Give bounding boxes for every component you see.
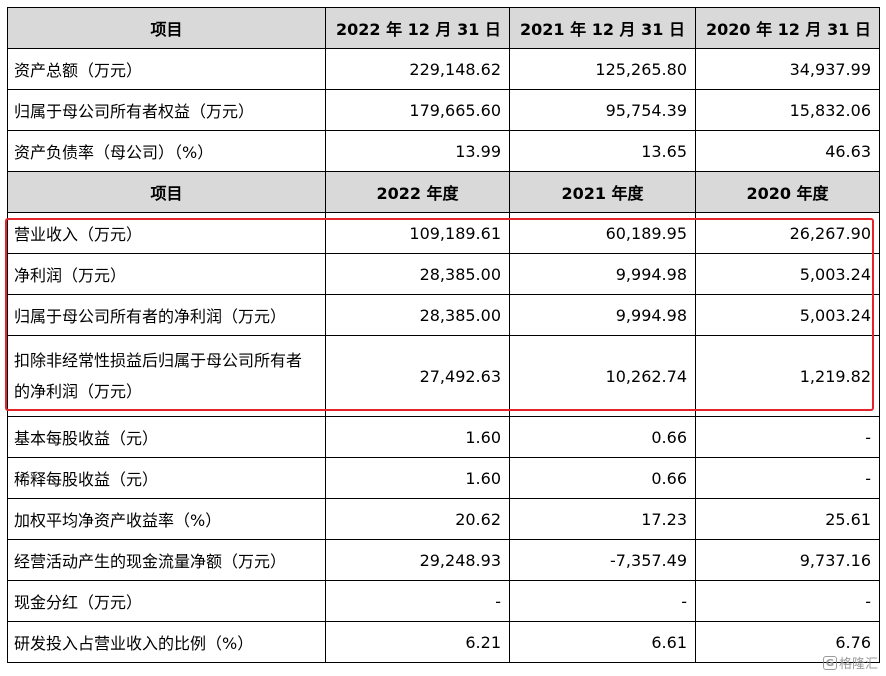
row-label: 归属于母公司所有者权益（万元）: [7, 89, 326, 131]
cell-value: 34,937.99: [695, 48, 880, 90]
row-label: 资产总额（万元）: [7, 48, 326, 90]
cell-value: 0.66: [509, 457, 696, 499]
cell-value: 0.66: [509, 416, 696, 458]
cell-value: 27,492.63: [325, 335, 510, 417]
table-row: 归属于母公司所有者权益（万元） 179,665.60 95,754.39 15,…: [7, 89, 880, 131]
row-label: 营业收入（万元）: [7, 212, 326, 254]
header-col-2021: 2021 年度: [509, 171, 696, 213]
watermark: G 格隆汇: [822, 653, 878, 672]
cell-value: -: [509, 580, 696, 622]
cell-value: 13.99: [325, 130, 510, 172]
table-row: 经营活动产生的现金流量净额（万元） 29,248.93 -7,357.49 9,…: [7, 539, 880, 581]
table-row: 净利润（万元） 28,385.00 9,994.98 5,003.24: [7, 253, 880, 295]
cell-value: -: [325, 580, 510, 622]
table-row: 资产负债率（母公司）（%） 13.99 13.65 46.63: [7, 130, 880, 172]
cell-value: -7,357.49: [509, 539, 696, 581]
table-row: 基本每股收益（元） 1.60 0.66 -: [7, 416, 880, 458]
header-col-2020: 2020 年 12 月 31 日: [695, 7, 880, 49]
cell-value: 1.60: [325, 416, 510, 458]
cell-value: 95,754.39: [509, 89, 696, 131]
header-item: 项目: [7, 171, 326, 213]
row-label: 资产负债率（母公司）（%）: [7, 130, 326, 172]
cell-value: 29,248.93: [325, 539, 510, 581]
header-col-2022: 2022 年 12 月 31 日: [325, 7, 510, 49]
table-row: 营业收入（万元） 109,189.61 60,189.95 26,267.90: [7, 212, 880, 254]
header-item: 项目: [7, 7, 326, 49]
cell-value: 179,665.60: [325, 89, 510, 131]
cell-value: 46.63: [695, 130, 880, 172]
cell-value: 28,385.00: [325, 294, 510, 336]
cell-value: -: [695, 416, 880, 458]
cell-value: 1,219.82: [695, 335, 880, 417]
row-label: 经营活动产生的现金流量净额（万元）: [7, 539, 326, 581]
watermark-logo-icon: G: [822, 655, 837, 670]
cell-value: 1.60: [325, 457, 510, 499]
table-row: 稀释每股收益（元） 1.60 0.66 -: [7, 457, 880, 499]
cell-value: 15,832.06: [695, 89, 880, 131]
table-row: 归属于母公司所有者的净利润（万元） 28,385.00 9,994.98 5,0…: [7, 294, 880, 336]
header-col-2020: 2020 年度: [695, 171, 880, 213]
cell-value: 20.62: [325, 498, 510, 540]
cell-value: 6.21: [325, 621, 510, 663]
header-col-2022: 2022 年度: [325, 171, 510, 213]
cell-value: 125,265.80: [509, 48, 696, 90]
cell-value: 13.65: [509, 130, 696, 172]
row-label: 归属于母公司所有者的净利润（万元）: [7, 294, 326, 336]
table-row: 加权平均净资产收益率（%） 20.62 17.23 25.61: [7, 498, 880, 540]
cell-value: 5,003.24: [695, 253, 880, 295]
header-col-2021: 2021 年 12 月 31 日: [509, 7, 696, 49]
cell-value: 26,267.90: [695, 212, 880, 254]
cell-value: 10,262.74: [509, 335, 696, 417]
cell-value: 28,385.00: [325, 253, 510, 295]
row-label: 研发投入占营业收入的比例（%）: [7, 621, 326, 663]
row-label: 现金分红（万元）: [7, 580, 326, 622]
watermark-text: 格隆汇: [838, 657, 878, 672]
cell-value: 109,189.61: [325, 212, 510, 254]
row-label: 加权平均净资产收益率（%）: [7, 498, 326, 540]
cell-value: 9,737.16: [695, 539, 880, 581]
cell-value: 9,994.98: [509, 253, 696, 295]
row-label: 扣除非经常性损益后归属于母公司所有者的净利润（万元）: [7, 335, 326, 417]
table-row: 研发投入占营业收入的比例（%） 6.21 6.61 6.76: [7, 621, 880, 663]
cell-value: -: [695, 580, 880, 622]
table-row: 扣除非经常性损益后归属于母公司所有者的净利润（万元） 27,492.63 10,…: [7, 335, 880, 417]
cell-value: 5,003.24: [695, 294, 880, 336]
cell-value: 6.61: [509, 621, 696, 663]
row-label: 净利润（万元）: [7, 253, 326, 295]
cell-value: 6.76: [695, 621, 880, 663]
cell-value: 229,148.62: [325, 48, 510, 90]
financial-data-table: 项目 2022 年 12 月 31 日 2021 年 12 月 31 日 202…: [7, 7, 880, 663]
row-label: 稀释每股收益（元）: [7, 457, 326, 499]
row-label: 基本每股收益（元）: [7, 416, 326, 458]
header-row-annual: 项目 2022 年度 2021 年度 2020 年度: [7, 171, 880, 213]
cell-value: 25.61: [695, 498, 880, 540]
cell-value: 60,189.95: [509, 212, 696, 254]
table-row: 资产总额（万元） 229,148.62 125,265.80 34,937.99: [7, 48, 880, 90]
cell-value: -: [695, 457, 880, 499]
table-row: 现金分红（万元） - - -: [7, 580, 880, 622]
header-row-balance: 项目 2022 年 12 月 31 日 2021 年 12 月 31 日 202…: [7, 7, 880, 49]
cell-value: 17.23: [509, 498, 696, 540]
cell-value: 9,994.98: [509, 294, 696, 336]
